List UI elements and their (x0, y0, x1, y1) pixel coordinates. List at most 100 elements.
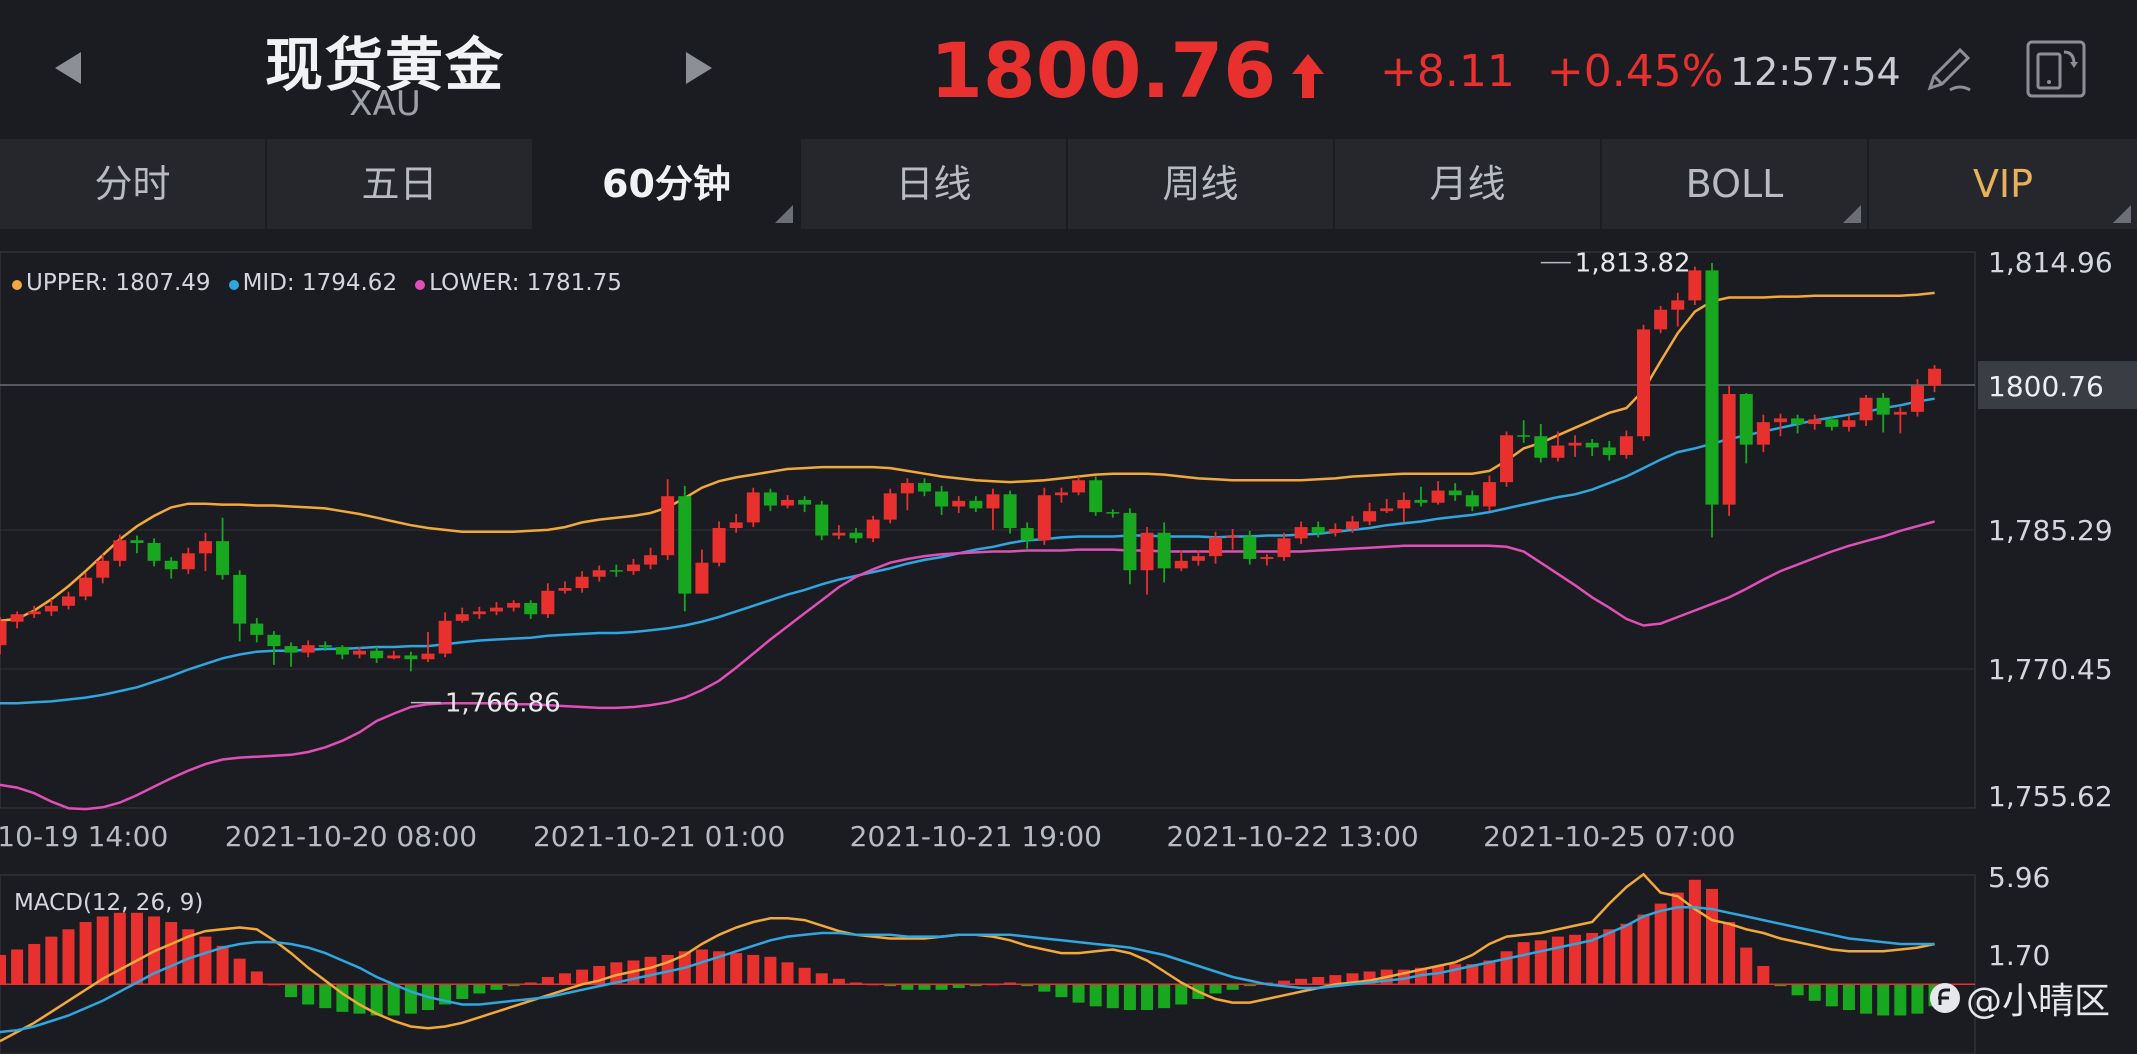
macd-bar (1346, 973, 1359, 985)
candle-body (592, 570, 606, 577)
macd-bar (644, 956, 657, 985)
candle-body (284, 646, 298, 653)
candle-body (798, 499, 812, 505)
candle-body (815, 504, 829, 536)
macd-label: MACD(12, 26, 9) (14, 890, 204, 916)
legend-upper-text: UPPER: 1807.49 (26, 270, 211, 296)
candle-body (455, 614, 469, 621)
candle-body (250, 623, 264, 635)
tab-vip[interactable]: VIP (1869, 139, 2137, 229)
macd-bar (1654, 903, 1667, 985)
candle-body (1825, 419, 1839, 427)
candle-body (1671, 300, 1685, 310)
macd-bar (11, 949, 24, 985)
candle-body (130, 540, 144, 544)
candle-body (507, 602, 521, 608)
macd-bar (507, 984, 520, 987)
candle-body (10, 614, 24, 622)
candle-body (1448, 490, 1462, 496)
macd-bar (1278, 980, 1290, 985)
candle-body (661, 496, 675, 556)
macd-bar (233, 958, 246, 985)
candle-body (147, 543, 161, 561)
candle-body (1020, 528, 1034, 541)
macd-bar (541, 976, 554, 985)
macd-bar (96, 916, 109, 985)
candle-body (1876, 397, 1890, 415)
candle-body (1585, 442, 1599, 448)
candle-body (1431, 490, 1445, 503)
macd-bar (1586, 932, 1599, 985)
candle-body (1602, 447, 1616, 455)
macd-bar (1209, 984, 1222, 994)
dropdown-corner-icon (775, 205, 793, 223)
candle-body (1277, 538, 1291, 558)
rotate-screen-icon[interactable] (2024, 38, 2088, 100)
macd-bar (1706, 888, 1718, 985)
kline-chart[interactable]: 1,814.96 1,785.29 1,770.45 1,755.62 1800.76 1… (0, 240, 2137, 1054)
macd-bar (884, 984, 897, 987)
macd-bar (815, 973, 828, 985)
candle-body (1260, 557, 1274, 559)
candle-body (96, 560, 110, 578)
macd-bar (1312, 976, 1325, 985)
macd-bar (730, 953, 743, 985)
macd-bar (1004, 982, 1017, 985)
x-tick-label: 2021-10-20 08:00 (225, 820, 477, 853)
chevron-left-icon[interactable] (55, 52, 81, 84)
macd-bar (473, 984, 486, 994)
macd-bar (576, 969, 589, 985)
macd-bar (952, 984, 965, 988)
instrument-symbol: XAU (349, 84, 421, 124)
tab-fenshi[interactable]: 分时 (0, 139, 267, 229)
macd-bar (1021, 984, 1034, 987)
tab-label: 周线 (1162, 162, 1239, 206)
tab-60min[interactable]: 60分钟 (534, 139, 801, 229)
chevron-right-icon[interactable] (686, 52, 712, 84)
candle-body (1722, 394, 1736, 505)
change-value: +8.11 (1380, 46, 1515, 97)
macd-bar (1175, 984, 1188, 1005)
macd-bar (62, 929, 75, 985)
candle-body (301, 645, 315, 653)
candle-body (763, 492, 777, 506)
macd-bar (302, 984, 315, 1005)
pen-icon[interactable] (1920, 40, 1980, 100)
tab-boll[interactable]: BOLL (1602, 139, 1869, 229)
candle-body (781, 499, 795, 506)
macd-bar (747, 954, 760, 985)
tab-daily[interactable]: 日线 (801, 139, 1068, 229)
lower-dot-icon (415, 280, 426, 290)
macd-bar (1774, 984, 1787, 987)
macd-bar (490, 984, 503, 990)
candle-body (1482, 482, 1496, 507)
candle-body (1705, 270, 1719, 505)
upper-dot-icon (12, 280, 22, 290)
macd-bar (45, 936, 58, 985)
macd-bar (798, 967, 811, 985)
candle-body (1534, 436, 1548, 458)
candle-body (524, 602, 538, 615)
macd-bar (1603, 929, 1616, 985)
macd-bar (1483, 960, 1496, 985)
macd-bar (558, 973, 571, 985)
candle-body (318, 645, 332, 648)
y-tick-label: 1,755.62 (1988, 780, 2113, 813)
candle-body (1037, 495, 1051, 541)
candle-body (935, 491, 949, 507)
candle-body (644, 555, 658, 565)
candle-body (421, 653, 435, 660)
macd-bar (1808, 984, 1821, 1001)
candle-body (113, 540, 127, 561)
macd-bar (182, 929, 195, 985)
tab-five-day[interactable]: 五日 (267, 139, 534, 229)
candle-body (1157, 532, 1171, 569)
boll-legend: UPPER: 1807.49 MID: 1794.62 LOWER: 1781.… (12, 270, 622, 296)
candle-body (370, 650, 384, 659)
boll-mid-line (0, 397, 1935, 705)
candle-body (678, 496, 692, 594)
macd-bar (695, 949, 708, 985)
tab-weekly[interactable]: 周线 (1068, 139, 1335, 229)
tab-monthly[interactable]: 月线 (1335, 139, 1602, 229)
candle-body (1893, 411, 1907, 415)
